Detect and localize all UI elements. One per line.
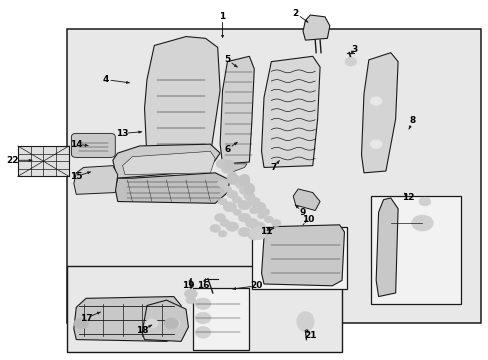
Circle shape <box>185 297 195 304</box>
Ellipse shape <box>226 172 237 184</box>
Circle shape <box>411 215 432 231</box>
Circle shape <box>344 57 356 66</box>
Polygon shape <box>18 146 69 176</box>
Circle shape <box>195 298 210 310</box>
Text: 8: 8 <box>409 116 415 125</box>
Text: 11: 11 <box>260 228 272 237</box>
Text: 2: 2 <box>292 9 298 18</box>
Polygon shape <box>261 56 320 167</box>
Circle shape <box>238 228 250 237</box>
Text: 17: 17 <box>80 314 92 323</box>
Text: 15: 15 <box>70 172 82 181</box>
Circle shape <box>257 213 265 219</box>
Polygon shape <box>115 173 229 203</box>
Text: 4: 4 <box>102 75 108 84</box>
Polygon shape <box>74 297 181 341</box>
Circle shape <box>249 207 258 214</box>
Text: 5: 5 <box>224 55 230 64</box>
Circle shape <box>216 179 228 188</box>
FancyBboxPatch shape <box>370 196 461 304</box>
Polygon shape <box>303 15 329 40</box>
Text: 6: 6 <box>224 145 230 154</box>
Circle shape <box>245 219 257 228</box>
Polygon shape <box>220 56 254 164</box>
Circle shape <box>216 159 228 168</box>
Circle shape <box>218 218 231 228</box>
Circle shape <box>228 224 236 230</box>
Text: 10: 10 <box>301 215 313 224</box>
Text: 12: 12 <box>401 193 413 202</box>
Circle shape <box>226 190 238 199</box>
Circle shape <box>418 197 430 206</box>
Circle shape <box>145 319 158 328</box>
Circle shape <box>257 227 270 237</box>
Text: 3: 3 <box>350 45 357 54</box>
Polygon shape <box>227 164 246 173</box>
Text: 7: 7 <box>270 163 276 172</box>
Text: 9: 9 <box>299 208 305 217</box>
FancyBboxPatch shape <box>193 288 249 350</box>
Polygon shape <box>293 189 320 211</box>
Circle shape <box>369 140 381 148</box>
Text: 21: 21 <box>304 332 316 341</box>
Circle shape <box>235 183 243 188</box>
Circle shape <box>222 165 232 173</box>
Circle shape <box>270 219 281 227</box>
Polygon shape <box>74 166 118 194</box>
Polygon shape <box>113 144 220 178</box>
Circle shape <box>244 193 254 200</box>
Circle shape <box>249 226 266 239</box>
Circle shape <box>231 195 243 204</box>
Polygon shape <box>122 151 215 175</box>
Text: 18: 18 <box>136 326 148 335</box>
Ellipse shape <box>244 183 254 195</box>
Text: 20: 20 <box>250 281 263 290</box>
Circle shape <box>211 225 219 231</box>
Circle shape <box>195 312 210 324</box>
FancyBboxPatch shape <box>66 266 341 352</box>
Polygon shape <box>361 53 397 173</box>
Ellipse shape <box>223 160 234 171</box>
Circle shape <box>217 198 227 205</box>
Circle shape <box>74 318 88 329</box>
Circle shape <box>264 216 273 223</box>
Circle shape <box>239 213 249 222</box>
Circle shape <box>167 319 180 328</box>
FancyBboxPatch shape <box>66 30 480 323</box>
Circle shape <box>218 230 227 237</box>
Circle shape <box>215 214 225 221</box>
Circle shape <box>226 171 238 179</box>
Circle shape <box>195 327 210 338</box>
Circle shape <box>254 204 263 210</box>
Polygon shape <box>261 225 344 286</box>
Circle shape <box>239 187 249 194</box>
Text: 16: 16 <box>196 281 209 290</box>
FancyBboxPatch shape <box>251 226 346 289</box>
Circle shape <box>184 289 197 298</box>
Text: 1: 1 <box>219 12 225 21</box>
Polygon shape <box>144 37 220 160</box>
Circle shape <box>224 203 235 211</box>
Polygon shape <box>375 198 397 297</box>
Circle shape <box>249 198 258 205</box>
Polygon shape <box>142 300 188 341</box>
Circle shape <box>222 185 232 193</box>
Circle shape <box>238 201 250 210</box>
Circle shape <box>278 228 288 236</box>
Circle shape <box>231 208 242 216</box>
Circle shape <box>252 222 265 231</box>
Circle shape <box>258 208 269 216</box>
Ellipse shape <box>239 174 249 186</box>
FancyBboxPatch shape <box>71 134 115 157</box>
Circle shape <box>369 97 381 105</box>
Text: 19: 19 <box>182 281 194 290</box>
Circle shape <box>163 318 178 329</box>
Text: 13: 13 <box>116 129 128 138</box>
Circle shape <box>247 231 260 240</box>
Text: 22: 22 <box>7 156 19 165</box>
Circle shape <box>271 232 281 239</box>
Ellipse shape <box>296 312 313 332</box>
Text: 14: 14 <box>70 140 82 149</box>
Circle shape <box>228 175 241 185</box>
